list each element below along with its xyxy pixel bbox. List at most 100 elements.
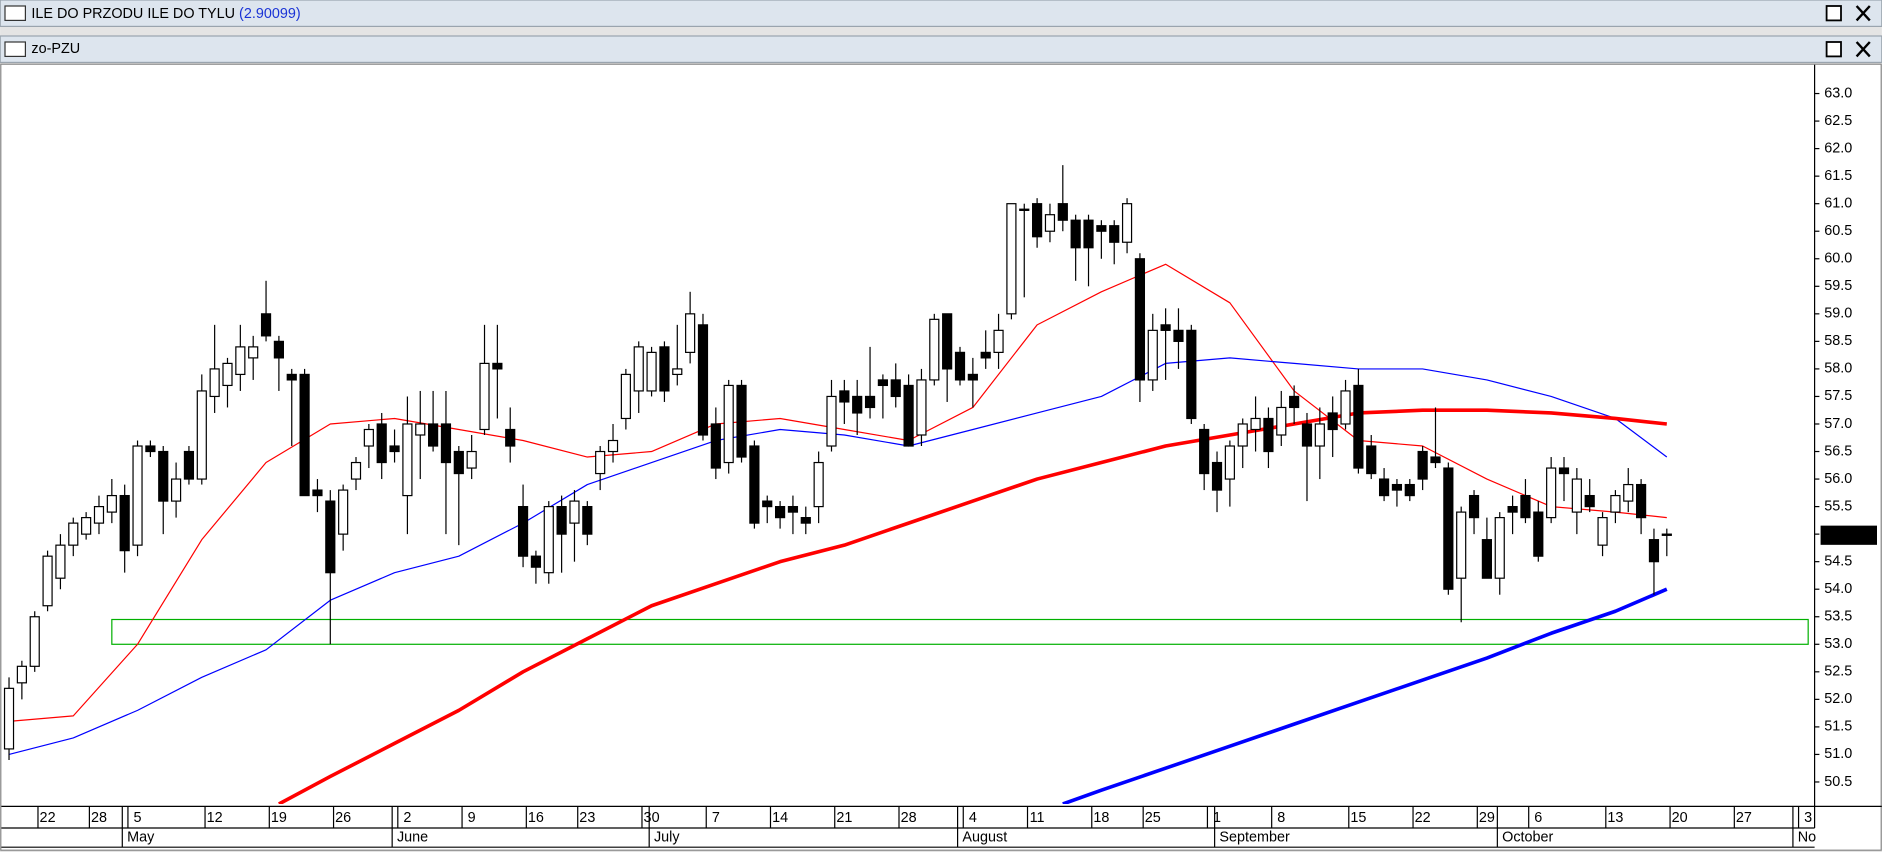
y-tick-label: 53.5 (1824, 609, 1852, 625)
x-tick-label: 21 (836, 810, 852, 826)
x-tick-label: 30 (644, 810, 660, 826)
candle-body (1558, 467, 1570, 475)
candle-body (16, 665, 27, 684)
window-buttons[interactable] (1825, 5, 1871, 22)
x-month-label: July (654, 829, 680, 845)
y-tick-label: 52.0 (1824, 691, 1852, 707)
candle-body (235, 346, 246, 376)
y-tick-label: 54.5 (1824, 553, 1852, 569)
y-tick-label: 59.0 (1824, 306, 1852, 322)
window-title-text: ILE DO PRZODU ILE DO TYLU (31, 6, 235, 22)
candle-body (800, 517, 811, 524)
y-tick-label: 56.0 (1824, 471, 1852, 487)
candle-body (1134, 258, 1146, 381)
candle-body (582, 505, 593, 535)
y-tick-label: 60.5 (1824, 223, 1852, 239)
x-tick-label: 23 (579, 810, 595, 826)
candle-body (1096, 225, 1107, 232)
candle-body (967, 373, 978, 381)
candle-body (1636, 483, 1647, 519)
candle-body (273, 340, 284, 359)
x-month-label: August (962, 829, 1007, 845)
candle-body (466, 450, 477, 469)
maximize-button[interactable] (1825, 5, 1842, 22)
candle-body (428, 423, 439, 447)
candle-body (55, 544, 66, 579)
candle-body (1430, 456, 1441, 464)
candle-body (42, 555, 53, 607)
candle-body (1044, 214, 1056, 232)
x-tick-label: 14 (772, 810, 788, 826)
maximize-button[interactable] (1825, 41, 1842, 58)
candle-body (492, 362, 503, 370)
x-tick-label: 28 (91, 810, 107, 826)
candle-body (569, 500, 580, 524)
y-tick-label: 55.5 (1824, 498, 1852, 514)
y-tick-label: 58.0 (1824, 361, 1852, 377)
candle-body (1301, 423, 1313, 447)
candle-body (1186, 329, 1197, 420)
candle-body (1481, 539, 1492, 579)
candle-body (1494, 517, 1505, 579)
plot (3, 165, 1809, 804)
candle-body (774, 505, 786, 519)
candle-body (132, 445, 143, 546)
candle-body (1353, 384, 1364, 469)
x-tick-label: 16 (528, 810, 544, 826)
y-tick-label: 56.5 (1824, 443, 1852, 459)
candle-body (1597, 517, 1608, 546)
x-tick-label: 22 (40, 810, 56, 826)
candle-body (325, 500, 336, 574)
candle-body (993, 329, 1004, 353)
y-tick-label: 62.0 (1824, 140, 1852, 156)
candle-body (260, 313, 272, 337)
y-tick-label: 60.0 (1824, 251, 1852, 267)
candle-body (1366, 445, 1377, 475)
candle-body (1623, 483, 1634, 502)
candle-body (697, 324, 709, 436)
close-button[interactable] (1855, 5, 1871, 22)
chart-window-buttons[interactable] (1825, 41, 1871, 58)
candle-body (1199, 428, 1210, 475)
candle-body (1327, 412, 1338, 431)
y-tick-label: 52.5 (1824, 664, 1852, 680)
x-month-label: October (1502, 829, 1553, 845)
moving-average (278, 408, 1667, 804)
x-tick-label: 19 (271, 810, 287, 826)
candle-body (299, 373, 310, 497)
last-price-label: 54.9800 (1824, 527, 1876, 543)
candle-body (3, 687, 15, 750)
candle-body (106, 494, 117, 513)
y-tick-label: 63.0 (1824, 85, 1852, 101)
candle-body (415, 423, 426, 436)
y-tick-label: 51.0 (1824, 746, 1852, 762)
x-tick-label: 26 (335, 810, 351, 826)
close-button[interactable] (1855, 41, 1871, 58)
x-tick-label: 1 (1213, 810, 1221, 826)
candle-body (749, 445, 760, 524)
moving-average (8, 357, 1668, 756)
candle-body (954, 351, 966, 381)
x-tick-label: 27 (1736, 810, 1752, 826)
y-tick-label: 53.0 (1824, 636, 1852, 652)
candle-body (1121, 203, 1133, 243)
candle-body (505, 428, 516, 447)
x-tick-label: 15 (1350, 810, 1366, 826)
candle-body (440, 423, 452, 464)
candle-body (556, 505, 567, 535)
candle-body (1584, 494, 1595, 508)
x-tick-label: 4 (969, 810, 977, 826)
window-bar (0, 0, 1882, 27)
candle-body (1378, 478, 1390, 497)
y-tick-label: 51.5 (1824, 719, 1852, 735)
window-value: (2.90099) (239, 6, 301, 22)
candle-body (1391, 483, 1403, 491)
candle-body (1057, 203, 1068, 221)
candle-body (864, 395, 876, 409)
chart-title: zo-PZU (31, 41, 80, 57)
x-tick-label: 5 (134, 810, 142, 826)
candle-body (762, 500, 773, 508)
candle-body (1456, 511, 1467, 579)
